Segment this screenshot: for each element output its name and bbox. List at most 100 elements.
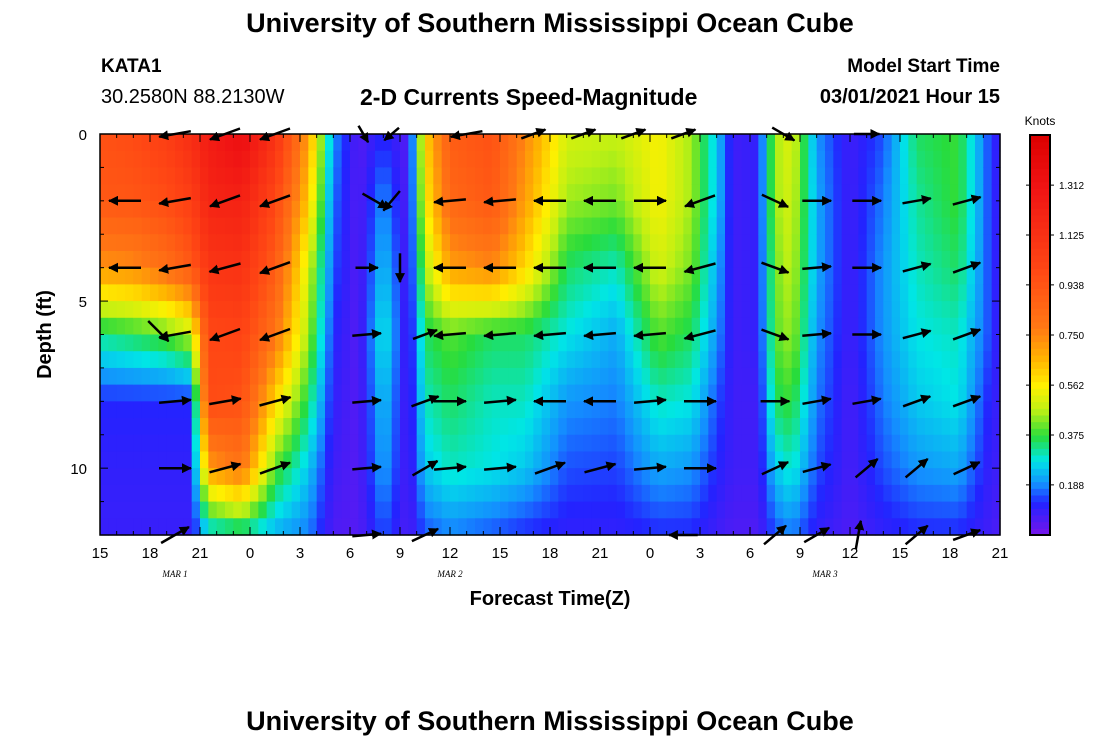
heatmap-cell [800, 451, 809, 469]
heatmap-cell [200, 150, 209, 169]
heatmap-cell [783, 384, 793, 402]
heatmap-cell [758, 351, 768, 369]
heatmap-cell [241, 451, 251, 469]
heatmap-cell [666, 150, 676, 169]
heatmap-cell [458, 434, 468, 453]
heatmap-cell [691, 434, 701, 453]
heatmap-cell [725, 518, 734, 536]
heatmap-cell [291, 234, 301, 252]
heatmap-cell [641, 501, 651, 519]
heatmap-cell [925, 217, 934, 235]
heatmap-cell [966, 150, 976, 169]
heatmap-cell [441, 267, 451, 285]
heatmap-cell [908, 451, 918, 469]
heatmap-cell [750, 367, 759, 386]
heatmap-cell [758, 150, 768, 169]
heatmap-cell [983, 501, 993, 519]
heatmap-cell [791, 234, 801, 252]
heatmap-cell [825, 267, 834, 285]
heatmap-cell [358, 518, 368, 536]
heatmap-cell [491, 234, 501, 252]
heatmap-cell [250, 434, 259, 453]
heatmap-cell [458, 284, 468, 302]
x-tick-label: 3 [296, 545, 304, 562]
heatmap-cell [483, 267, 493, 285]
heatmap-cell [216, 484, 226, 503]
heatmap-cell [491, 284, 501, 302]
heatmap-cell [983, 468, 993, 486]
heatmap-cell [866, 284, 876, 302]
heatmap-cell [450, 434, 459, 453]
heatmap-cell [808, 134, 818, 152]
heatmap-cell [216, 434, 226, 453]
heatmap-cell [100, 301, 109, 319]
heatmap-cell [658, 150, 668, 169]
heatmap-cell [191, 468, 201, 486]
colorbar-segment [1030, 481, 1050, 489]
heatmap-cell [625, 384, 634, 402]
heatmap-cell [158, 334, 168, 352]
current-vector [902, 261, 932, 273]
heatmap-cell [216, 167, 226, 185]
heatmap-cell [358, 184, 368, 202]
heatmap-cell [600, 200, 609, 219]
heatmap-cell [375, 184, 384, 202]
heatmap-cell [683, 384, 693, 402]
heatmap-cell [400, 418, 409, 436]
heatmap-cell [333, 317, 343, 336]
heatmap-cell [583, 134, 593, 152]
heatmap-cell [608, 167, 618, 185]
heatmap-cell [116, 200, 126, 219]
x-tick-label: 15 [492, 545, 509, 562]
heatmap-cell [691, 468, 701, 486]
heatmap-cell [133, 351, 143, 369]
heatmap-cell [850, 250, 859, 269]
current-vector [904, 457, 929, 479]
heatmap-cell [608, 468, 618, 486]
heatmap-cell [583, 150, 593, 169]
heatmap-cell [666, 317, 676, 336]
heatmap-cell [216, 134, 226, 152]
heatmap-cell [583, 200, 593, 219]
heatmap-cell [925, 200, 934, 219]
heatmap-cell [933, 451, 943, 469]
heatmap-cell [691, 200, 701, 219]
heatmap-cell [825, 150, 834, 169]
heatmap-cell [291, 167, 301, 185]
heatmap-cell [991, 418, 1001, 436]
heatmap-cell [508, 317, 518, 336]
heatmap-cell [608, 367, 618, 386]
heatmap-cell [633, 267, 643, 285]
heatmap-cell [700, 184, 709, 202]
heatmap-cell [666, 184, 676, 202]
heatmap-cell [741, 418, 751, 436]
heatmap-cell [241, 301, 251, 319]
heatmap-cell [325, 468, 334, 486]
heatmap-cell [450, 367, 459, 386]
colorbar-segment [1030, 268, 1050, 276]
heatmap-cell [666, 468, 676, 486]
heatmap-cell [791, 301, 801, 319]
heatmap-cell [800, 234, 809, 252]
heatmap-cell [691, 518, 701, 536]
heatmap-cell [458, 217, 468, 235]
heatmap-cell [333, 384, 343, 402]
heatmap-cell [433, 234, 443, 252]
heatmap-cell [700, 434, 709, 453]
heatmap-cell [708, 401, 718, 419]
heatmap-cell [825, 317, 834, 336]
heatmap-cell [225, 468, 234, 486]
heatmap-cell [658, 200, 668, 219]
heatmap-cell [850, 468, 859, 486]
heatmap-cell [658, 468, 668, 486]
heatmap-cell [200, 200, 209, 219]
colorbar-segment [1030, 441, 1050, 449]
heatmap-cell [833, 518, 843, 536]
heatmap-cell [266, 284, 276, 302]
heatmap-cell [966, 301, 976, 319]
heatmap-cell [333, 301, 343, 319]
heatmap-cell [383, 150, 393, 169]
heatmap-cell [633, 250, 643, 269]
heatmap-cell [333, 451, 343, 469]
heatmap-cell [183, 434, 193, 453]
